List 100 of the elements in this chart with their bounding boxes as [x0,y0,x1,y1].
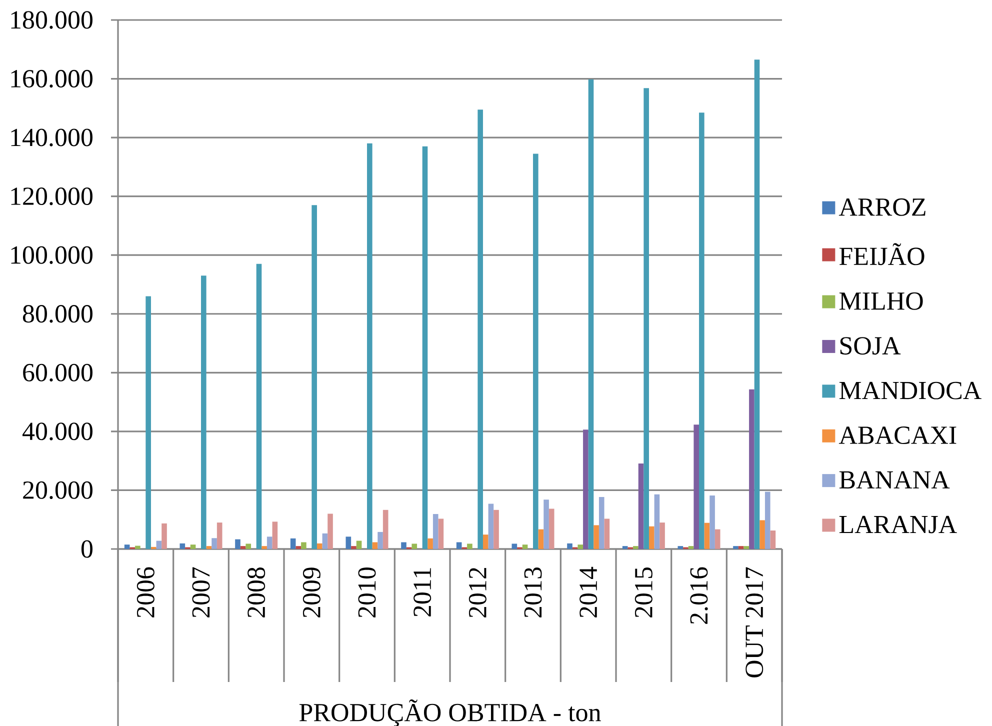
x-tick-label: 2014 [580,566,598,618]
bar [456,542,462,549]
bar [749,389,754,549]
bar [322,533,328,549]
x-tick-label: 2009 [302,568,320,618]
y-tick-label: 60.000 [23,364,92,382]
bar [401,542,406,549]
bar [604,518,610,549]
bar [633,546,638,549]
y-tick-label: 120.000 [11,187,92,206]
bar [538,529,544,549]
bar [588,79,594,549]
legend-label: FEIJÃO [839,243,924,266]
bar [235,539,240,549]
bar [190,544,196,549]
bar [272,522,278,549]
bar [648,526,654,549]
x-tick-label: 2012 [468,568,486,618]
bar [644,88,649,549]
bar [262,546,267,549]
x-tick-label: 2015 [634,568,652,618]
bar [290,538,296,549]
x-tick-label: 2013 [524,568,542,618]
x-tick-label: 2006 [136,567,154,618]
bar [212,538,217,549]
bar [246,544,252,549]
legend-label: BANANA [839,471,950,488]
bar [378,532,383,549]
bar [216,522,222,549]
bar [764,492,770,549]
x-tick-label: 2008 [248,568,266,618]
x-tick-label: 2.016 [690,567,708,624]
bar [533,154,538,549]
bar [744,546,750,549]
bar [356,540,362,549]
bar [583,430,588,549]
y-tick-label: 100.000 [11,246,92,264]
bar [266,536,272,549]
bar [316,543,322,549]
y-tick-label: 0 [81,540,92,558]
legend-label: LARANJA [839,516,957,534]
bar [699,112,704,549]
bar [688,546,694,549]
x-tick-label: 2010 [358,568,376,618]
bar [372,542,378,549]
bar [733,546,738,549]
bar [488,504,494,549]
bar [548,508,554,549]
x-tick-label: 2011 [414,568,432,616]
bar [638,463,644,549]
bar [428,538,433,549]
bar [704,522,710,549]
bar [201,276,206,549]
bar [412,544,418,549]
bar [754,60,760,549]
bar [494,510,499,549]
bar [710,496,715,549]
bar [256,264,262,549]
bar [478,110,483,549]
bar [146,296,151,549]
bar [738,546,744,549]
legend-label: ARROZ [838,198,926,216]
bar [180,543,186,549]
bar [482,534,488,549]
bar [694,424,700,549]
bar [240,546,246,549]
bar [770,530,776,549]
legend-label: MANDIOCA [839,382,982,400]
bar [467,544,472,549]
bar [156,540,162,549]
bar [367,143,372,549]
legend-label: ABACAXI [838,426,956,444]
bar [598,496,604,549]
bar [432,514,438,549]
y-tick-label: 40.000 [22,422,92,440]
bar [622,546,628,549]
legend-label: SOJA [840,337,901,355]
bar [422,146,428,549]
y-tick-label: 180.000 [11,11,92,29]
bar [760,520,765,549]
bar [522,544,528,549]
x-tick-label: OUT 2017 [746,567,764,678]
bar [660,522,665,549]
bar [567,543,572,549]
bar [678,546,684,549]
y-tick-label: 20.000 [23,481,92,500]
bar [654,494,660,549]
bar [124,544,130,549]
bar [382,510,388,549]
legend-label: MILHO [839,292,923,310]
bar [135,546,140,549]
y-tick-label: 160.000 [11,70,92,88]
bar [512,544,518,549]
x-tick-label: 2007 [192,567,210,618]
bar [544,500,549,549]
y-tick-label: 80.000 [22,305,92,323]
bar [438,518,444,549]
bar [714,529,720,549]
bar [328,514,333,549]
bar [312,205,317,549]
